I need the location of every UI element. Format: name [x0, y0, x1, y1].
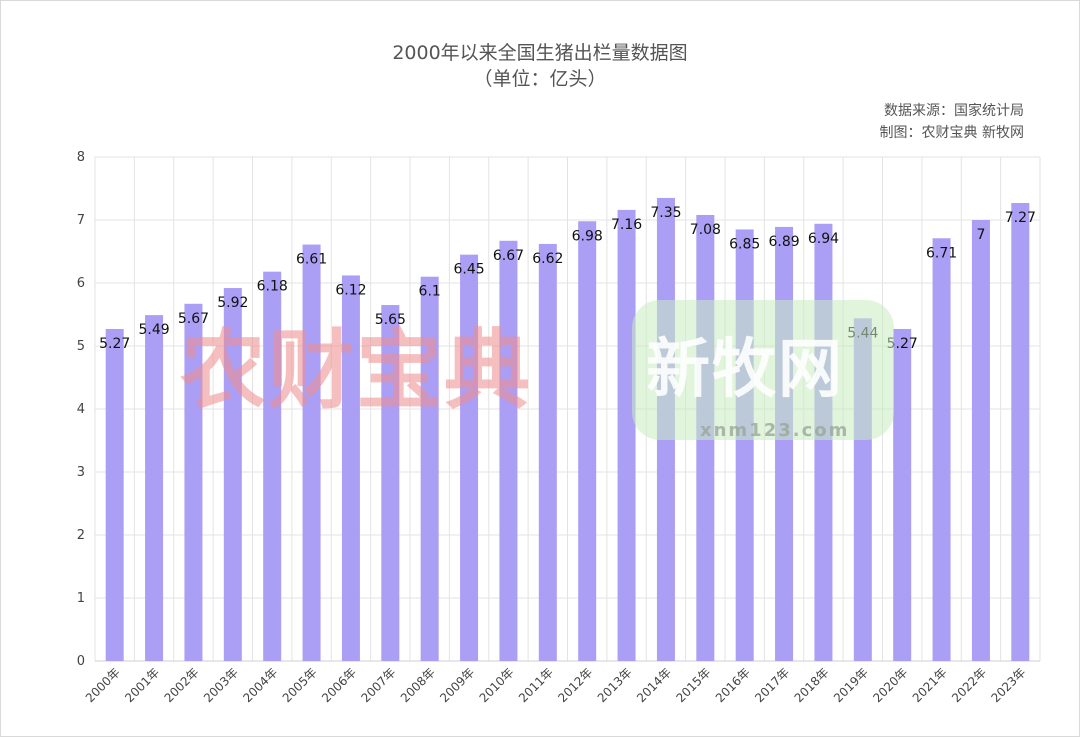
x-tick-label: 2015年: [673, 665, 713, 705]
x-tick-label: 2005年: [280, 665, 320, 705]
data-label: 5.27: [887, 336, 918, 352]
bar: [184, 303, 203, 661]
data-label: 5.65: [375, 312, 406, 328]
x-tick-label: 2017年: [752, 665, 792, 705]
bar: [578, 221, 597, 661]
data-label: 6.45: [453, 262, 484, 278]
watermark-url: xnm123.com: [700, 420, 850, 441]
bar: [735, 229, 754, 661]
watermark-badge: [632, 300, 894, 440]
x-tick-label: 2011年: [516, 665, 556, 705]
chart-subtitle: （单位：亿头）: [473, 68, 607, 90]
bar: [302, 244, 321, 661]
y-tick-label: 7: [77, 213, 85, 228]
y-tick-label: 5: [77, 339, 85, 354]
x-tick-label: 2014年: [634, 665, 674, 705]
data-label: 5.49: [138, 322, 169, 338]
bar: [460, 254, 479, 661]
bar: [775, 226, 794, 661]
chart-title: 2000年以来全国生猪出栏量数据图: [392, 42, 688, 64]
x-tick-label: 2010年: [477, 665, 517, 705]
data-label: 6.1: [419, 284, 441, 300]
x-tick-label: 2022年: [949, 665, 989, 705]
x-tick-label: 2018年: [792, 665, 832, 705]
y-tick-label: 3: [77, 465, 85, 480]
data-label: 5.92: [217, 295, 248, 311]
bar: [499, 240, 518, 662]
bar: [263, 271, 282, 661]
x-tick-label: 2006年: [319, 665, 359, 705]
data-label: 6.94: [808, 231, 839, 247]
x-tick-label: 2009年: [437, 665, 477, 705]
bar: [814, 223, 833, 661]
x-tick-label: 2023年: [988, 665, 1028, 705]
x-tick-label: 2003年: [201, 665, 241, 705]
data-label: 5.27: [99, 336, 130, 352]
x-tick-label: 2002年: [162, 665, 202, 705]
watermark-xinmu: 新牧网: [646, 333, 844, 407]
data-label: 6.12: [335, 282, 366, 298]
x-tick-label: 2007年: [358, 665, 398, 705]
data-label: 6.62: [532, 251, 563, 267]
bar: [893, 328, 912, 661]
y-tick-label: 4: [77, 402, 85, 417]
data-label: 6.85: [729, 236, 760, 252]
data-label: 6.61: [296, 252, 327, 268]
bar: [932, 238, 951, 661]
data-label: 6.67: [493, 248, 524, 264]
bar: [145, 315, 164, 661]
data-label: 5.67: [178, 311, 209, 327]
data-label: 7.16: [611, 217, 642, 233]
data-label: 7.35: [650, 205, 681, 221]
x-tick-label: 2019年: [831, 665, 871, 705]
bar: [538, 243, 557, 661]
bar: [1011, 202, 1030, 662]
x-tick-label: 2012年: [555, 665, 595, 705]
bar: [223, 288, 242, 661]
bar: [105, 328, 124, 661]
y-tick-label: 6: [77, 276, 85, 291]
data-label: 6.71: [926, 245, 957, 261]
x-tick-label: 2001年: [122, 665, 162, 705]
data-label: 6.98: [572, 228, 603, 244]
bar: [617, 209, 636, 662]
bar: [341, 275, 360, 661]
x-tick-label: 2008年: [398, 665, 438, 705]
x-tick-label: 2016年: [713, 665, 753, 705]
x-tick-label: 2013年: [595, 665, 635, 705]
data-label: 6.18: [257, 279, 288, 295]
x-tick-label: 2020年: [870, 665, 910, 705]
source-credit: 数据来源：国家统计局: [884, 103, 1024, 119]
bar: [381, 305, 400, 661]
data-label: 7.27: [1005, 210, 1036, 226]
data-label: 7: [976, 227, 985, 243]
bar: [420, 276, 439, 661]
author-credit: 制图：农财宝典 新牧网: [879, 125, 1024, 141]
watermark-nongcai: 农财宝典: [180, 320, 532, 421]
bar: [971, 220, 990, 661]
x-tick-label: 2000年: [83, 665, 123, 705]
x-tick-label: 2021年: [910, 665, 950, 705]
y-tick-label: 1: [77, 591, 85, 606]
y-tick-label: 0: [77, 654, 85, 669]
x-tick-label: 2004年: [240, 665, 280, 705]
y-tick-label: 8: [77, 150, 85, 165]
y-tick-label: 2: [77, 528, 85, 543]
data-label: 6.89: [768, 234, 799, 250]
data-label: 7.08: [690, 222, 721, 238]
